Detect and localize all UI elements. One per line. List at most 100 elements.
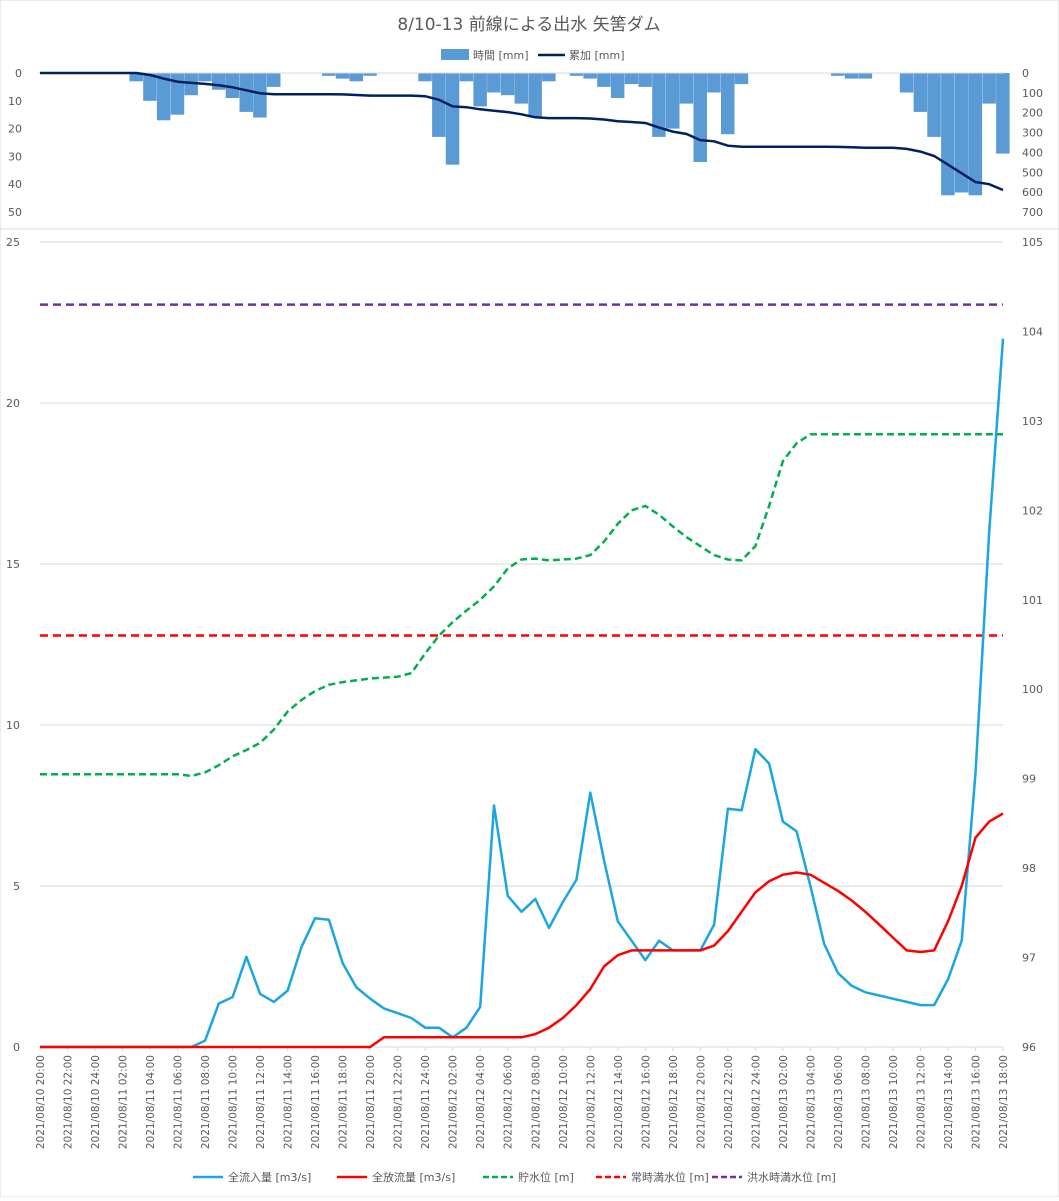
x-tick-label: 2021/08/12 24:00 (750, 1055, 762, 1149)
rain-bar (679, 73, 694, 104)
rain-bar (941, 73, 955, 196)
top-left-tick: 50 (8, 206, 22, 219)
rain-bar (528, 73, 542, 118)
x-tick-label: 2021/08/12 16:00 (640, 1055, 652, 1149)
rain-bar (198, 73, 212, 82)
rain-bar (239, 73, 253, 112)
rain-bar (666, 73, 680, 129)
x-tick-label: 2021/08/11 16:00 (310, 1055, 322, 1149)
rain-bar (721, 73, 735, 135)
bottom-right-tick: 98 (1022, 862, 1036, 875)
rain-bar (143, 73, 157, 101)
x-tick-label: 2021/08/11 08:00 (200, 1055, 212, 1149)
x-tick-label: 2021/08/13 14:00 (943, 1055, 955, 1149)
rain-bar (569, 73, 584, 76)
rain-bar (156, 73, 171, 121)
legend-label: 累加 [mm] (569, 49, 625, 62)
bottom-right-tick: 101 (1022, 594, 1043, 607)
top-left-tick: 20 (8, 123, 22, 136)
rain-bar (335, 73, 350, 79)
top-right-tick: 200 (1022, 107, 1043, 120)
x-tick-label: 2021/08/13 18:00 (998, 1055, 1010, 1149)
x-tick-label: 2021/08/12 04:00 (475, 1055, 487, 1149)
rain-bar (473, 73, 487, 107)
chart-title: 8/10-13 前線による出水 矢筈ダム (397, 15, 660, 35)
rain-bar (267, 73, 281, 87)
top-right-tick: 500 (1022, 166, 1043, 179)
x-tick-label: 2021/08/12 06:00 (503, 1055, 515, 1149)
bottom-right-tick: 104 (1022, 325, 1043, 338)
x-tick-label: 2021/08/11 22:00 (393, 1055, 405, 1149)
rain-bar (225, 73, 240, 98)
legend-swatch-bar (441, 49, 469, 60)
rain-bar (129, 73, 143, 82)
legend-label: 常時満水位 [m] (631, 1170, 709, 1184)
rain-bar (913, 73, 928, 112)
rain-bar (487, 73, 501, 93)
bottom-right-tick: 96 (1022, 1041, 1036, 1054)
rain-bar (927, 73, 941, 137)
rain-bar (253, 73, 267, 118)
rain-bar (693, 73, 707, 162)
rain-bar (459, 73, 474, 82)
top-right-tick: 600 (1022, 186, 1043, 199)
legend-label: 全放流量 [m3/s] (372, 1170, 455, 1184)
x-tick-label: 2021/08/11 02:00 (118, 1055, 130, 1149)
bottom-right-tick: 105 (1022, 236, 1043, 249)
top-left-tick: 30 (8, 150, 22, 163)
x-tick-label: 2021/08/12 14:00 (613, 1055, 625, 1149)
rain-bar (322, 73, 336, 76)
bottom-right-tick: 100 (1022, 683, 1043, 696)
top-left-tick: 40 (8, 178, 22, 191)
bottom-left-tick: 25 (6, 236, 20, 249)
top-left-tick: 10 (8, 95, 22, 108)
rain-bar (514, 73, 529, 104)
x-tick-label: 2021/08/13 08:00 (860, 1055, 872, 1149)
bottom-left-tick: 0 (13, 1041, 20, 1054)
x-tick-label: 2021/08/10 24:00 (90, 1055, 102, 1149)
bottom-left-tick: 15 (6, 558, 20, 571)
cumulative-rain-line (40, 71, 1004, 192)
x-tick-label: 2021/08/10 22:00 (63, 1055, 75, 1149)
legend-label: 貯水位 [m] (518, 1170, 574, 1184)
rain-bar (638, 73, 652, 87)
bottom-right-tick: 97 (1022, 952, 1036, 965)
legend-label: 洪水時満水位 [m] (747, 1170, 836, 1184)
bottom-left-tick: 20 (6, 397, 20, 410)
x-tick-label: 2021/08/11 12:00 (255, 1055, 267, 1149)
rain-bar (363, 73, 377, 76)
rain-bar (418, 73, 432, 82)
rain-bar (968, 73, 983, 196)
x-tick-label: 2021/08/11 14:00 (283, 1055, 295, 1149)
legend-label: 全流入量 [m3/s] (228, 1170, 311, 1184)
x-tick-label: 2021/08/11 20:00 (365, 1055, 377, 1149)
bottom-legend: 全流入量 [m3/s] 全放流量 [m3/s] 貯水位 [m] 常時満水位 [m] 洪水… (193, 1170, 836, 1184)
rain-bar (610, 73, 625, 98)
rain-bar (652, 73, 666, 137)
x-tick-label: 2021/08/11 06:00 (173, 1055, 185, 1149)
x-tick-label: 2021/08/12 22:00 (723, 1055, 735, 1149)
x-tick-label: 2021/08/11 24:00 (420, 1055, 432, 1149)
x-tick-label: 2021/08/12 20:00 (695, 1055, 707, 1149)
series-line (40, 812, 1004, 1049)
series-line (40, 338, 1005, 1049)
x-tick-label: 2021/08/12 10:00 (558, 1055, 570, 1149)
top-right-tick: 700 (1022, 206, 1043, 219)
rain-bar (707, 73, 721, 93)
x-tick-label: 2021/08/13 12:00 (916, 1055, 928, 1149)
rain-bar (542, 73, 556, 82)
top-right-tick: 100 (1022, 87, 1043, 100)
rain-bar (831, 73, 845, 76)
top-legend: 時間 [mm] 累加 [mm] (441, 49, 625, 62)
x-tick-label: 2021/08/12 02:00 (448, 1055, 460, 1149)
legend-label: 時間 [mm] (473, 49, 529, 62)
bottom-right-tick: 99 (1022, 773, 1036, 786)
bottom-left-tick: 10 (6, 719, 20, 732)
top-left-tick: 0 (15, 67, 22, 80)
rain-bar (899, 73, 914, 93)
rain-bar (500, 73, 515, 96)
rain-bar (445, 73, 460, 165)
rain-bar (734, 73, 749, 85)
rain-bar (954, 73, 969, 193)
